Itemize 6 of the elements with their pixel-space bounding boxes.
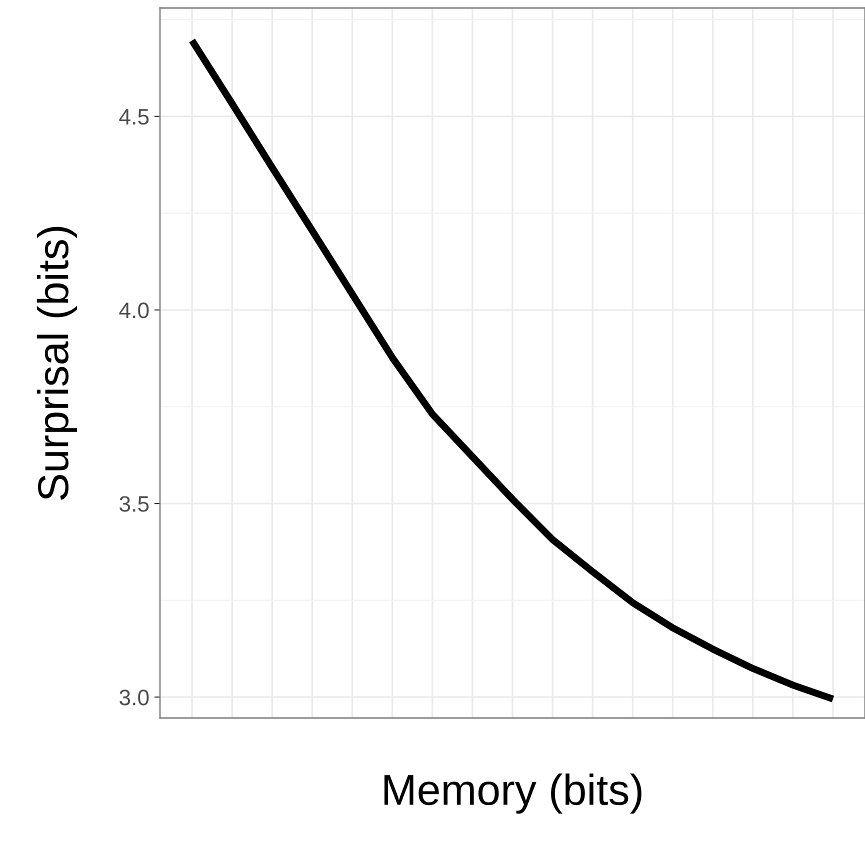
y-tick-label: 3.5 [120, 496, 149, 512]
y-axis-title: Surprisal (bits) [36, 226, 78, 500]
y-tick-label: 3.0 [120, 690, 149, 706]
y-tick-label: 4.5 [119, 109, 149, 125]
y-tick-label: 4.0 [119, 302, 149, 318]
x-axis-title: Memory (bits) [384, 774, 642, 814]
